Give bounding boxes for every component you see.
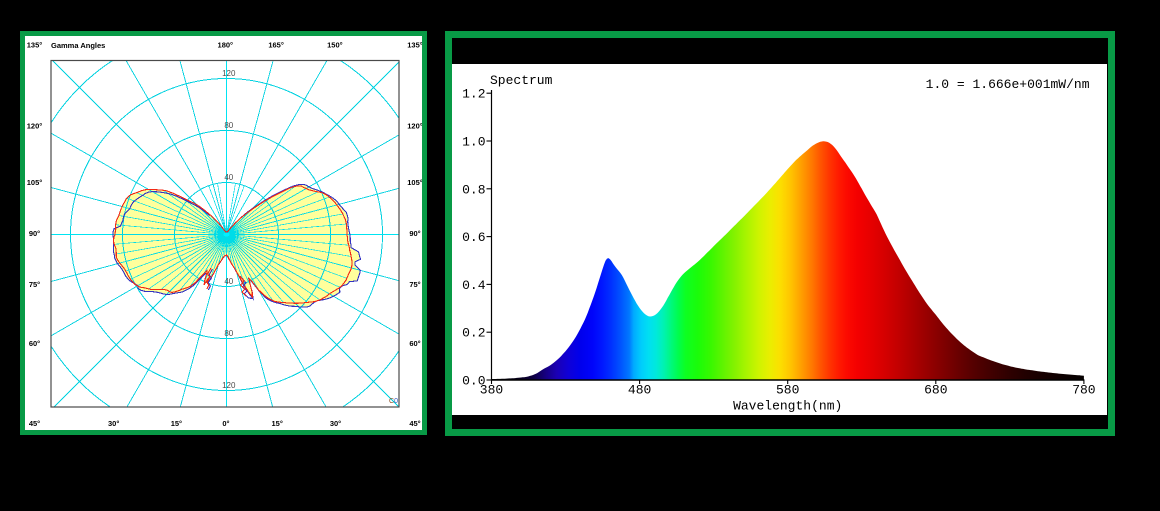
svg-text:120: 120 (222, 69, 236, 78)
svg-text:150°: 150° (327, 41, 343, 50)
svg-text:60°: 60° (29, 339, 40, 348)
svg-text:30°: 30° (108, 419, 119, 428)
svg-text:30°: 30° (330, 419, 341, 428)
svg-text:90°: 90° (29, 229, 40, 238)
svg-text:105°: 105° (407, 178, 422, 187)
svg-text:40: 40 (224, 173, 233, 182)
svg-text:380: 380 (480, 383, 503, 398)
svg-text:60°: 60° (409, 339, 420, 348)
svg-text:105°: 105° (27, 178, 43, 187)
svg-text:1.0 = 1.666e+001mW/nm: 1.0 = 1.666e+001mW/nm (926, 77, 1090, 92)
svg-text:0.2: 0.2 (462, 326, 485, 341)
svg-text:40: 40 (224, 277, 233, 286)
svg-text:Spectrum: Spectrum (490, 73, 553, 88)
svg-text:15°: 15° (272, 419, 283, 428)
svg-text:0.4: 0.4 (462, 278, 486, 293)
svg-text:Gamma Angles: Gamma Angles (51, 41, 105, 50)
svg-text:135°: 135° (27, 41, 43, 50)
svg-text:45°: 45° (29, 419, 40, 428)
svg-text:1.2: 1.2 (462, 87, 485, 102)
svg-text:120: 120 (222, 381, 236, 390)
svg-text:580: 580 (776, 383, 799, 398)
svg-text:120°: 120° (407, 121, 422, 130)
svg-text:Wavelength(nm): Wavelength(nm) (733, 399, 842, 414)
svg-text:780: 780 (1072, 383, 1095, 398)
svg-text:480: 480 (628, 383, 651, 398)
svg-text:90°: 90° (409, 229, 420, 238)
svg-text:75°: 75° (29, 280, 40, 289)
svg-text:0.6: 0.6 (462, 230, 485, 245)
svg-text:0.0: 0.0 (462, 374, 485, 389)
svg-text:0.8: 0.8 (462, 182, 485, 197)
svg-text:75°: 75° (409, 280, 420, 289)
svg-text:15°: 15° (171, 419, 182, 428)
svg-text:C0: C0 (389, 398, 398, 405)
svg-text:680: 680 (924, 383, 947, 398)
svg-text:0°: 0° (222, 419, 229, 428)
svg-text:1.0: 1.0 (462, 135, 485, 150)
svg-text:135°: 135° (407, 41, 422, 50)
svg-text:180°: 180° (218, 41, 234, 50)
svg-text:45°: 45° (409, 419, 420, 428)
svg-text:80: 80 (224, 121, 233, 130)
svg-text:80: 80 (224, 329, 233, 338)
svg-text:165°: 165° (268, 41, 284, 50)
svg-text:120°: 120° (27, 121, 43, 130)
